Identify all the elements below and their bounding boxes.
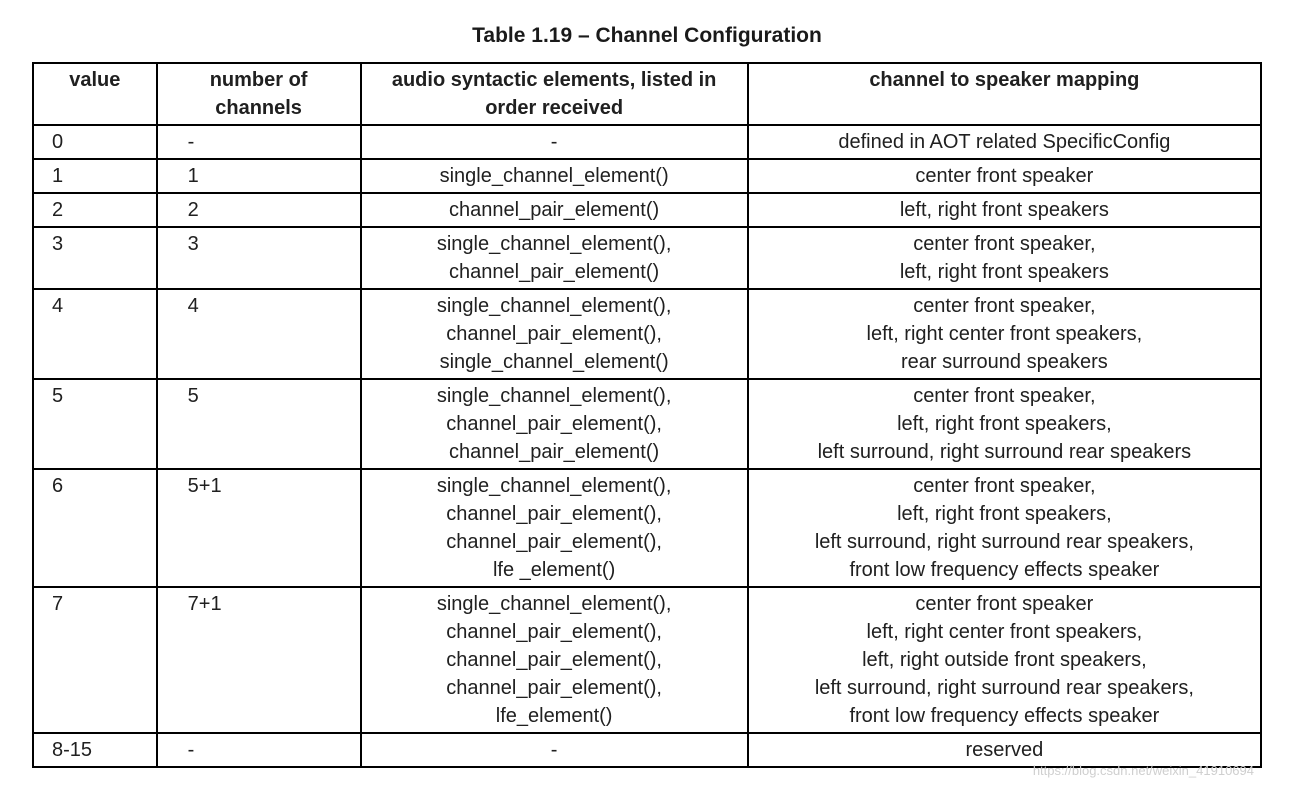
table-row: 44single_channel_element(),channel_pair_… [33,289,1261,379]
cell-num-channels: - [157,125,361,159]
col-header-elements: audio syntactic elements, listed in orde… [361,63,748,125]
table-row: 11single_channel_element()center front s… [33,159,1261,193]
cell-num-channels: 5+1 [157,469,361,587]
table-row: 0--defined in AOT related SpecificConfig [33,125,1261,159]
cell-num-channels: - [157,733,361,767]
cell-num-channels: 3 [157,227,361,289]
cell-mapping: center front speaker,left, right front s… [748,469,1261,587]
cell-elements: single_channel_element(),channel_pair_el… [361,289,748,379]
cell-mapping: left, right front speakers [748,193,1261,227]
table-header-row: value number of channels audio syntactic… [33,63,1261,125]
col-header-numch: number of channels [157,63,361,125]
cell-mapping: center front speaker,left, right center … [748,289,1261,379]
cell-value: 7 [33,587,157,733]
cell-elements: single_channel_element(),channel_pair_el… [361,379,748,469]
table-row: 8-15--reserved [33,733,1261,767]
cell-num-channels: 2 [157,193,361,227]
cell-num-channels: 5 [157,379,361,469]
cell-elements: single_channel_element(),channel_pair_el… [361,469,748,587]
cell-elements: single_channel_element(),channel_pair_el… [361,227,748,289]
table-body: 0--defined in AOT related SpecificConfig… [33,125,1261,767]
cell-value: 5 [33,379,157,469]
cell-value: 3 [33,227,157,289]
table-row: 55single_channel_element(),channel_pair_… [33,379,1261,469]
channel-config-table: value number of channels audio syntactic… [32,62,1262,768]
cell-value: 8-15 [33,733,157,767]
cell-mapping: center front speaker,left, right front s… [748,227,1261,289]
table-row: 22channel_pair_element()left, right fron… [33,193,1261,227]
cell-num-channels: 7+1 [157,587,361,733]
cell-value: 1 [33,159,157,193]
cell-mapping: center front speakerleft, right center f… [748,587,1261,733]
table-title: Table 1.19 – Channel Configuration [32,24,1262,48]
cell-elements: - [361,733,748,767]
cell-elements: single_channel_element() [361,159,748,193]
cell-mapping: reserved [748,733,1261,767]
cell-value: 2 [33,193,157,227]
cell-mapping: center front speaker [748,159,1261,193]
cell-mapping: defined in AOT related SpecificConfig [748,125,1261,159]
table-row: 33single_channel_element(),channel_pair_… [33,227,1261,289]
cell-num-channels: 1 [157,159,361,193]
col-header-mapping: channel to speaker mapping [748,63,1261,125]
cell-mapping: center front speaker,left, right front s… [748,379,1261,469]
table-row: 65+1single_channel_element(),channel_pai… [33,469,1261,587]
col-header-value: value [33,63,157,125]
cell-num-channels: 4 [157,289,361,379]
cell-value: 4 [33,289,157,379]
cell-elements: channel_pair_element() [361,193,748,227]
table-row: 77+1single_channel_element(),channel_pai… [33,587,1261,733]
cell-value: 0 [33,125,157,159]
cell-value: 6 [33,469,157,587]
cell-elements: - [361,125,748,159]
cell-elements: single_channel_element(),channel_pair_el… [361,587,748,733]
